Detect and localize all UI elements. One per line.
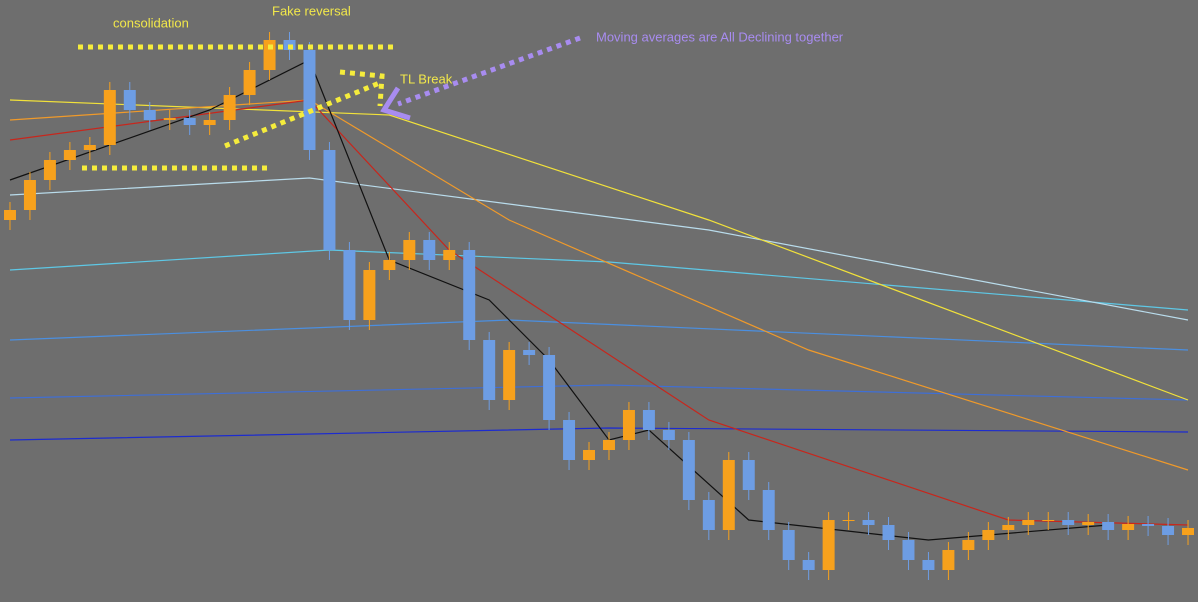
- moving-average: [9, 384, 1189, 401]
- candle-body: [1022, 520, 1035, 525]
- candle-body: [543, 355, 556, 420]
- candle-body: [602, 440, 615, 450]
- candle-body: [523, 350, 536, 355]
- candle-body: [63, 150, 76, 160]
- trend-line: [224, 79, 383, 149]
- candle-body: [443, 250, 456, 260]
- candle-body: [23, 180, 36, 210]
- candle-body: [762, 490, 775, 530]
- candle-body: [463, 250, 476, 340]
- moving-average: [9, 177, 1189, 321]
- candle-body: [902, 540, 915, 560]
- candle-body: [962, 540, 975, 550]
- candle-body: [383, 260, 396, 270]
- candle-body: [263, 40, 276, 70]
- candle-body: [802, 560, 815, 570]
- annotation-shapes: [78, 35, 581, 171]
- candle-body: [782, 530, 795, 560]
- moving-averages: [9, 59, 1189, 541]
- candle-body: [423, 240, 436, 260]
- candle-body: [1002, 525, 1015, 530]
- candle-body: [622, 410, 635, 440]
- candle-body: [483, 340, 496, 400]
- candle-body: [1122, 524, 1135, 530]
- candle-body: [982, 530, 995, 540]
- candle-body: [583, 450, 596, 460]
- moving-average: [9, 99, 1189, 401]
- candle-body: [343, 250, 356, 320]
- candle-body: [163, 118, 176, 120]
- candle-body: [642, 410, 655, 430]
- annotation: Moving averages are All Declining togeth…: [596, 29, 844, 44]
- candle-body: [1162, 526, 1175, 535]
- candle-body: [563, 420, 576, 460]
- candle-body: [942, 550, 955, 570]
- candle-body: [243, 70, 256, 95]
- candle-body: [43, 160, 56, 180]
- candles: [3, 32, 1195, 580]
- annotation: consolidation: [113, 15, 189, 30]
- candle-body: [922, 560, 935, 570]
- candle-body: [682, 440, 695, 500]
- arrow-shaft: [397, 35, 581, 107]
- annotation: TL Break: [400, 71, 453, 86]
- moving-average: [9, 99, 1189, 526]
- candle-body: [83, 145, 96, 150]
- moving-average: [9, 319, 1189, 351]
- candle-body: [1042, 520, 1055, 521]
- candle-body: [842, 520, 855, 521]
- candle-body: [183, 118, 196, 125]
- candle-body: [403, 240, 416, 260]
- candle-body: [862, 520, 875, 525]
- candle-body: [223, 95, 236, 120]
- candle-body: [1062, 520, 1075, 525]
- break-bracket: [339, 69, 385, 107]
- candle-body: [1182, 528, 1195, 535]
- candle-body: [203, 120, 216, 125]
- candle-body: [143, 110, 156, 120]
- moving-average: [9, 99, 1189, 471]
- candle-body: [363, 270, 376, 320]
- candle-body: [503, 350, 516, 400]
- candle-body: [1102, 522, 1115, 530]
- candle-body: [3, 210, 16, 220]
- candle-body: [1142, 524, 1155, 526]
- candle-body: [1082, 522, 1095, 525]
- candle-body: [303, 50, 316, 150]
- candle-body: [103, 90, 116, 145]
- moving-average: [9, 59, 1109, 541]
- candle-body: [123, 90, 136, 110]
- annotation: Fake reversal: [272, 3, 351, 18]
- candle-body: [742, 460, 755, 490]
- candle-body: [323, 150, 336, 250]
- candle-body: [662, 430, 675, 440]
- candle-body: [822, 520, 835, 570]
- candle-body: [702, 500, 715, 530]
- candle-body: [882, 525, 895, 540]
- candle-body: [722, 460, 735, 530]
- arrow-head: [380, 86, 411, 121]
- moving-average: [9, 427, 1189, 441]
